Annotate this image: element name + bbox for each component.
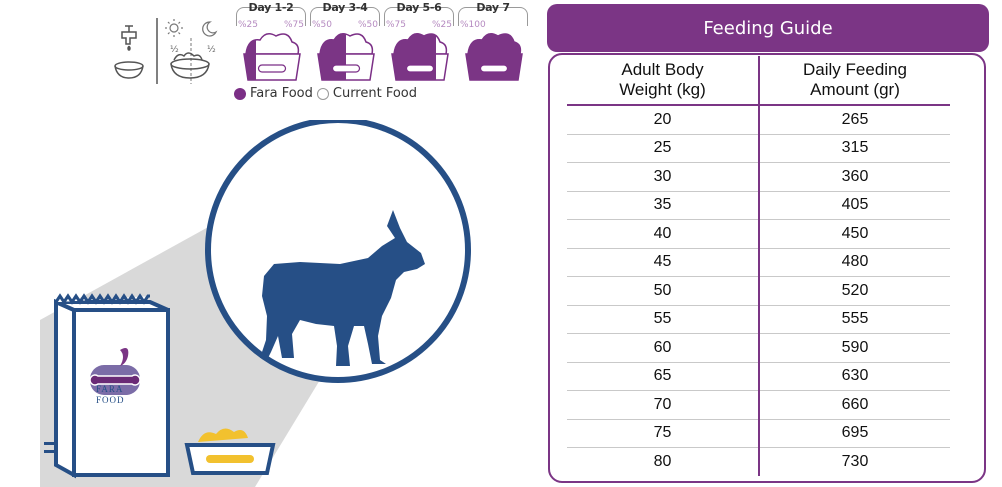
pct-fara: %75 bbox=[386, 20, 407, 30]
table-row: 65 630 bbox=[567, 362, 950, 391]
header-line: Daily Feeding bbox=[803, 60, 907, 79]
feeding-guide-table: Adult Body Weight (kg) Daily Feeding Amo… bbox=[567, 56, 950, 476]
amount-cell: 630 bbox=[759, 362, 950, 391]
amount-cell: 555 bbox=[759, 305, 950, 334]
header-line: Amount (gr) bbox=[810, 80, 900, 99]
dog-silhouette-icon bbox=[260, 210, 425, 366]
feeding-guide-title: Feeding Guide bbox=[547, 4, 989, 52]
pct-current: %75 bbox=[283, 20, 304, 30]
weight-cell: 55 bbox=[567, 305, 760, 334]
table-row: 35 405 bbox=[567, 191, 950, 220]
table-row: 45 480 bbox=[567, 248, 950, 277]
day-label: Day 7 bbox=[476, 1, 510, 14]
weight-cell: 40 bbox=[567, 219, 760, 249]
food-transition-strip: ½ ½ Day 1-2 %25 %75 Day 3-4 %50 %50 Day 5-… bbox=[110, 0, 530, 110]
day-label: Day 5-6 bbox=[396, 1, 442, 14]
kibble-bowl-icon bbox=[184, 428, 276, 475]
column-header-amount: Daily Feeding Amount (gr) bbox=[759, 56, 950, 106]
weight-cell: 45 bbox=[567, 248, 760, 277]
day-3-4-block: Day 3-4 %50 %50 bbox=[310, 0, 380, 86]
amount-cell: 695 bbox=[759, 419, 950, 448]
amount-cell: 520 bbox=[759, 276, 950, 306]
bag-brand-line1: FARA bbox=[96, 384, 123, 394]
half-right-label: ½ bbox=[207, 45, 216, 55]
weight-cell: 75 bbox=[567, 419, 760, 448]
food-legend: Fara Food Current Food bbox=[234, 86, 417, 101]
table-row: 60 590 bbox=[567, 333, 950, 363]
table-header-row: Adult Body Weight (kg) Daily Feeding Amo… bbox=[567, 56, 950, 106]
column-header-weight: Adult Body Weight (kg) bbox=[567, 56, 760, 106]
pct-fara: %50 bbox=[312, 20, 333, 30]
half-left-label: ½ bbox=[170, 45, 179, 55]
bag-brand-line2: FOOD bbox=[96, 395, 125, 405]
day-7-block: Day 7 %100 bbox=[458, 0, 528, 86]
table-row: 50 520 bbox=[567, 276, 950, 306]
pct-fara: %25 bbox=[238, 20, 259, 30]
day-label: Day 3-4 bbox=[322, 1, 368, 14]
amount-cell: 450 bbox=[759, 219, 950, 249]
pct-current: %25 bbox=[431, 20, 452, 30]
amount-cell: 315 bbox=[759, 134, 950, 163]
table-row: 30 360 bbox=[567, 162, 950, 192]
moon-icon bbox=[202, 21, 218, 37]
mixed-food-bowl-icon bbox=[243, 33, 301, 81]
weight-cell: 25 bbox=[567, 134, 760, 163]
amount-cell: 730 bbox=[841, 452, 869, 470]
table-body: 20 265 25 315 30 360 35 405 40 450 45 480 50 520 55 555… bbox=[567, 105, 950, 476]
day-label: Day 1-2 bbox=[248, 1, 294, 14]
mixed-food-bowl-icon bbox=[317, 33, 375, 81]
header-line: Weight (kg) bbox=[619, 80, 706, 99]
weight-cell: 20 bbox=[567, 105, 760, 135]
table-row: 25 315 bbox=[567, 134, 950, 163]
day-1-2-block: Day 1-2 %25 %75 bbox=[236, 0, 306, 86]
table-row: 70 660 bbox=[567, 390, 950, 420]
amount-cell: 480 bbox=[759, 248, 950, 277]
table-row: 80 730 bbox=[567, 447, 950, 476]
food-bag-icon bbox=[44, 293, 170, 479]
water-and-day-icons: ½ ½ bbox=[114, 18, 218, 84]
fara-food-swatch-icon bbox=[234, 87, 246, 100]
amount-cell: 590 bbox=[759, 333, 950, 363]
pct-current: %50 bbox=[357, 20, 378, 30]
header-line: Adult Body bbox=[621, 60, 704, 79]
weight-cell: 30 bbox=[567, 162, 760, 192]
amount-cell: 660 bbox=[759, 390, 950, 420]
weight-cell: 70 bbox=[567, 390, 760, 420]
portion-bowl-icon bbox=[170, 52, 210, 79]
weight-cell: 50 bbox=[567, 276, 760, 306]
current-food-swatch-icon bbox=[316, 87, 329, 100]
water-bowl-icon bbox=[114, 61, 144, 79]
legend-fara-label: Fara Food bbox=[250, 86, 313, 101]
table-row: 75 695 bbox=[567, 419, 950, 448]
table-row: 40 450 bbox=[567, 219, 950, 249]
table-row: 55 555 bbox=[567, 305, 950, 334]
pct-fara: %100 bbox=[460, 20, 486, 30]
amount-cell: 360 bbox=[759, 162, 950, 192]
dog-and-food-illustration: FARA FOOD bbox=[40, 120, 471, 487]
mixed-food-bowl-icon bbox=[465, 33, 523, 81]
weight-cell: 60 bbox=[567, 333, 760, 363]
sun-icon bbox=[165, 19, 183, 37]
amount-cell: 265 bbox=[759, 105, 950, 135]
feeding-guide-frame bbox=[548, 53, 986, 483]
weight-cell: 35 bbox=[567, 191, 760, 220]
weight-cell: 65 bbox=[567, 362, 760, 391]
legend-current-label: Current Food bbox=[332, 86, 418, 101]
weight-cell: 80 bbox=[567, 447, 760, 476]
faucet-icon bbox=[121, 25, 137, 51]
table-row: 20 265 bbox=[567, 105, 950, 135]
mixed-food-bowl-icon bbox=[391, 33, 449, 81]
amount-cell: 405 bbox=[759, 191, 950, 220]
day-5-6-block: Day 5-6 %75 %25 bbox=[384, 0, 454, 86]
fara-logo-icon bbox=[120, 348, 129, 366]
